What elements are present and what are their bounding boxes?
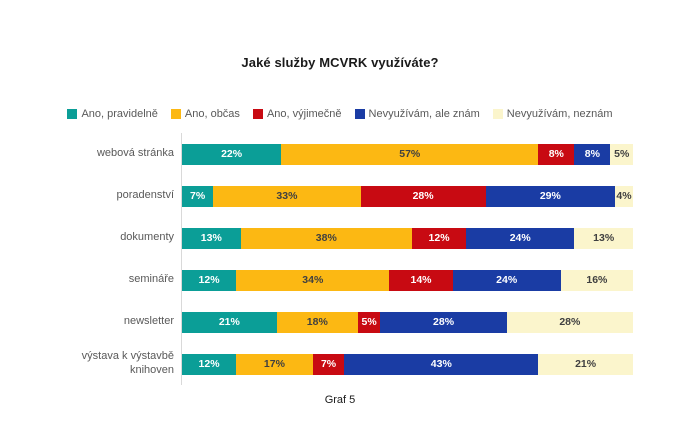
bar-row: 13% 38% 12% 24% 13% [182, 217, 633, 259]
segment-value-label: 8% [584, 148, 600, 160]
bar-segment: 7% [182, 185, 214, 207]
segment-value-label: 43% [430, 358, 452, 370]
legend-swatch-icon [67, 109, 78, 119]
bar-segment: 28% [380, 311, 507, 333]
segment-value-label: 8% [548, 148, 564, 160]
segment-value-label: 24% [496, 274, 518, 286]
segment-value-label: 28% [559, 316, 581, 328]
bar-segment: 8% [538, 143, 575, 165]
bar-segment: 5% [610, 143, 633, 165]
bar-segment: 22% [182, 143, 282, 165]
segment-value-label: 34% [302, 274, 324, 286]
category-label: dokumenty [120, 231, 174, 244]
bar-segment: 24% [452, 269, 561, 291]
segment-value-label: 7% [190, 190, 206, 202]
segment-value-label: 12% [428, 232, 450, 244]
segment-value-label: 5% [614, 148, 630, 160]
legend-swatch-icon [252, 109, 263, 119]
segment-value-label: 28% [433, 316, 455, 328]
plot-area: 22% 57% 8% 8% 5% 7% 33% 28% 29% 4% 13% 38% 12% 24% 13%… [181, 133, 633, 385]
bar-row: 7% 33% 28% 29% 4% [182, 175, 633, 217]
segment-value-label: 4% [616, 190, 632, 202]
segment-value-label: 12% [198, 274, 220, 286]
bar-segment: 8% [574, 143, 611, 165]
segment-value-label: 18% [306, 316, 328, 328]
bar-segment: 57% [281, 143, 539, 165]
category-axis: webová stránka poradenství dokumenty seminá… [0, 133, 181, 385]
bar-row: 21% 18% 5% 28% 28% [182, 301, 633, 343]
legend: Ano, pravidelně Ano, občas Ano, výjimečně N… [0, 108, 680, 120]
bar-segment: 33% [213, 185, 361, 207]
legend-label: Ano, výjimečně [266, 108, 342, 120]
segment-value-label: 29% [539, 190, 561, 202]
segment-value-label: 22% [221, 148, 243, 160]
legend-item: Nevyužívám, ale znám [354, 108, 480, 120]
chart-title: Jaké služby MCVRK využíváte? [241, 55, 439, 70]
bar-segment: 43% [344, 353, 539, 375]
segment-value-label: 5% [361, 316, 377, 328]
category-label: poradenství [116, 189, 174, 202]
bar-segment: 14% [389, 269, 453, 291]
legend-swatch-icon [354, 109, 365, 119]
category-label: výstava k výstavbě knihoven [81, 350, 174, 376]
category-label: semináře [128, 273, 174, 286]
segment-value-label: 7% [320, 358, 337, 370]
segment-value-label: 17% [263, 358, 285, 370]
bar-segment: 21% [538, 353, 633, 375]
bar-segment: 24% [466, 227, 575, 249]
stacked-bar: 7% 33% 28% 29% 4% [182, 185, 633, 207]
legend-label: Ano, občas [184, 108, 240, 120]
legend-item: Ano, výjimečně [252, 108, 342, 120]
segment-value-label: 13% [593, 232, 615, 244]
legend-item: Ano, pravidelně [67, 108, 158, 120]
bar-segment: 21% [182, 311, 277, 333]
legend-item: Ano, občas [170, 108, 240, 120]
segment-value-label: 38% [315, 232, 337, 244]
legend-label: Ano, pravidelně [81, 108, 158, 120]
bar-segment: 12% [412, 227, 467, 249]
bar-segment: 7% [312, 353, 345, 375]
bar-segment: 17% [236, 353, 313, 375]
bar-segment: 29% [485, 185, 616, 207]
segment-value-label: 33% [276, 190, 298, 202]
bar-row: 12% 17% 7% 43% 21% [182, 343, 633, 385]
bar-segment: 18% [276, 311, 358, 333]
bar-segment: 12% [182, 353, 237, 375]
stacked-bar: 13% 38% 12% 24% 13% [182, 227, 633, 249]
bar-row: 22% 57% 8% 8% 5% [182, 133, 633, 175]
segment-value-label: 12% [198, 358, 220, 370]
segment-value-label: 21% [218, 316, 240, 328]
segment-value-label: 13% [200, 232, 222, 244]
segment-value-label: 14% [410, 274, 432, 286]
category-label: newsletter [123, 315, 174, 328]
stacked-bar: 22% 57% 8% 8% 5% [182, 143, 633, 165]
bar-segment: 34% [236, 269, 390, 291]
figure-caption: Graf 5 [324, 394, 356, 406]
segment-value-label: 28% [412, 190, 434, 202]
stacked-bar: 12% 17% 7% 43% 21% [182, 353, 633, 375]
legend-swatch-icon [492, 109, 503, 119]
bar-segment: 13% [182, 227, 241, 249]
bar-segment: 28% [360, 185, 486, 207]
bar-segment: 38% [240, 227, 412, 249]
legend-label: Nevyužívám, neznám [506, 108, 613, 120]
segment-value-label: 57% [399, 148, 421, 160]
stacked-bar: 21% 18% 5% 28% 28% [182, 311, 633, 333]
bar-segment: 12% [182, 269, 237, 291]
bar-row: 12% 34% 14% 24% 16% [182, 259, 633, 301]
segment-value-label: 24% [509, 232, 531, 244]
bar-segment: 5% [357, 311, 381, 333]
bar-segment: 16% [560, 269, 633, 291]
stacked-bar: 12% 34% 14% 24% 16% [182, 269, 633, 291]
legend-swatch-icon [170, 109, 181, 119]
legend-label: Nevyužívám, ale znám [368, 108, 480, 120]
legend-item: Nevyužívám, neznám [492, 108, 613, 120]
segment-value-label: 16% [586, 274, 608, 286]
segment-value-label: 21% [575, 358, 597, 370]
bar-segment: 4% [615, 185, 633, 207]
bar-segment: 28% [506, 311, 633, 333]
bar-segment: 13% [574, 227, 633, 249]
category-label: webová stránka [96, 147, 174, 160]
